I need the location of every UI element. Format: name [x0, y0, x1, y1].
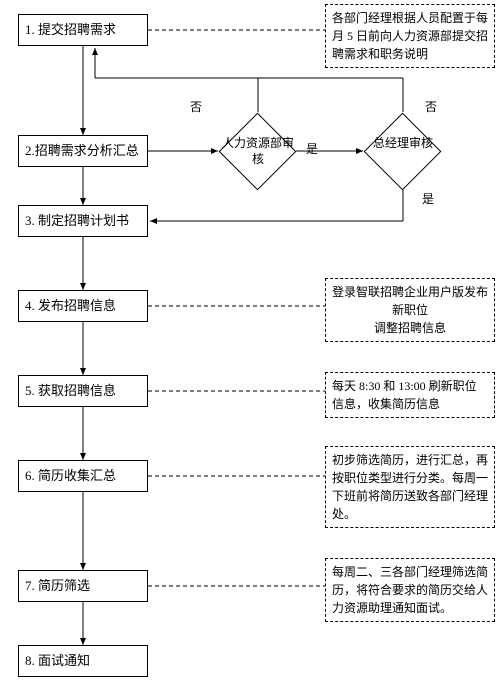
process-step-8: 8. 面试通知	[18, 645, 148, 677]
process-step-4: 4. 发布招聘信息	[18, 290, 148, 322]
step-label: 4. 发布招聘信息	[25, 297, 116, 315]
step-label: 6. 简历收集汇总	[25, 467, 116, 485]
note-text: 每周二、三各部门经理筛选简历，将符合要求的简历交给人力资源助理通知面试。	[332, 565, 488, 615]
note-step-6: 初步筛选简历，进行汇总，再按职位类型进行分类。每周一下班前将简历送致各部门经理处…	[325, 446, 495, 528]
note-text: 初步筛选简历，进行汇总，再按职位类型进行分类。每周一下班前将简历送致各部门经理处…	[332, 453, 488, 521]
decision-hr-review	[219, 113, 297, 191]
step-label: 2.招聘需求分析汇总	[25, 142, 139, 160]
process-step-7: 7. 简历筛选	[18, 570, 148, 602]
step-label: 1. 提交招聘需求	[25, 21, 116, 39]
process-step-2: 2.招聘需求分析汇总	[18, 135, 148, 167]
edge-label-yes: 是	[304, 140, 320, 157]
edge-label-no: 否	[423, 98, 439, 115]
decision-gm-review	[364, 113, 442, 191]
step-label: 8. 面试通知	[25, 652, 90, 670]
note-step-1: 各部门经理根据人员配置于每月 5 日前向人力资源部提交招聘需求和职务说明	[325, 4, 495, 68]
step-label: 3. 制定招聘计划书	[25, 212, 129, 230]
note-step-5: 每天 8:30 和 13:00 刷新职位信息，收集简历信息	[325, 372, 495, 418]
note-text: 登录智联招聘企业用户版发布新职位调整招聘信息	[332, 285, 488, 335]
process-step-1: 1. 提交招聘需求	[18, 14, 148, 46]
note-text: 每天 8:30 和 13:00 刷新职位信息，收集简历信息	[332, 379, 477, 411]
note-step-4: 登录智联招聘企业用户版发布新职位调整招聘信息	[325, 278, 495, 342]
note-text: 各部门经理根据人员配置于每月 5 日前向人力资源部提交招聘需求和职务说明	[332, 11, 488, 61]
edge-label-yes: 是	[420, 190, 436, 207]
process-step-6: 6. 简历收集汇总	[18, 460, 148, 492]
step-label: 7. 简历筛选	[25, 577, 90, 595]
note-step-7: 每周二、三各部门经理筛选简历，将符合要求的简历交给人力资源助理通知面试。	[325, 558, 495, 622]
process-step-5: 5. 获取招聘信息	[18, 375, 148, 407]
edge-label-no: 否	[188, 98, 204, 115]
process-step-3: 3. 制定招聘计划书	[18, 205, 148, 237]
step-label: 5. 获取招聘信息	[25, 382, 116, 400]
